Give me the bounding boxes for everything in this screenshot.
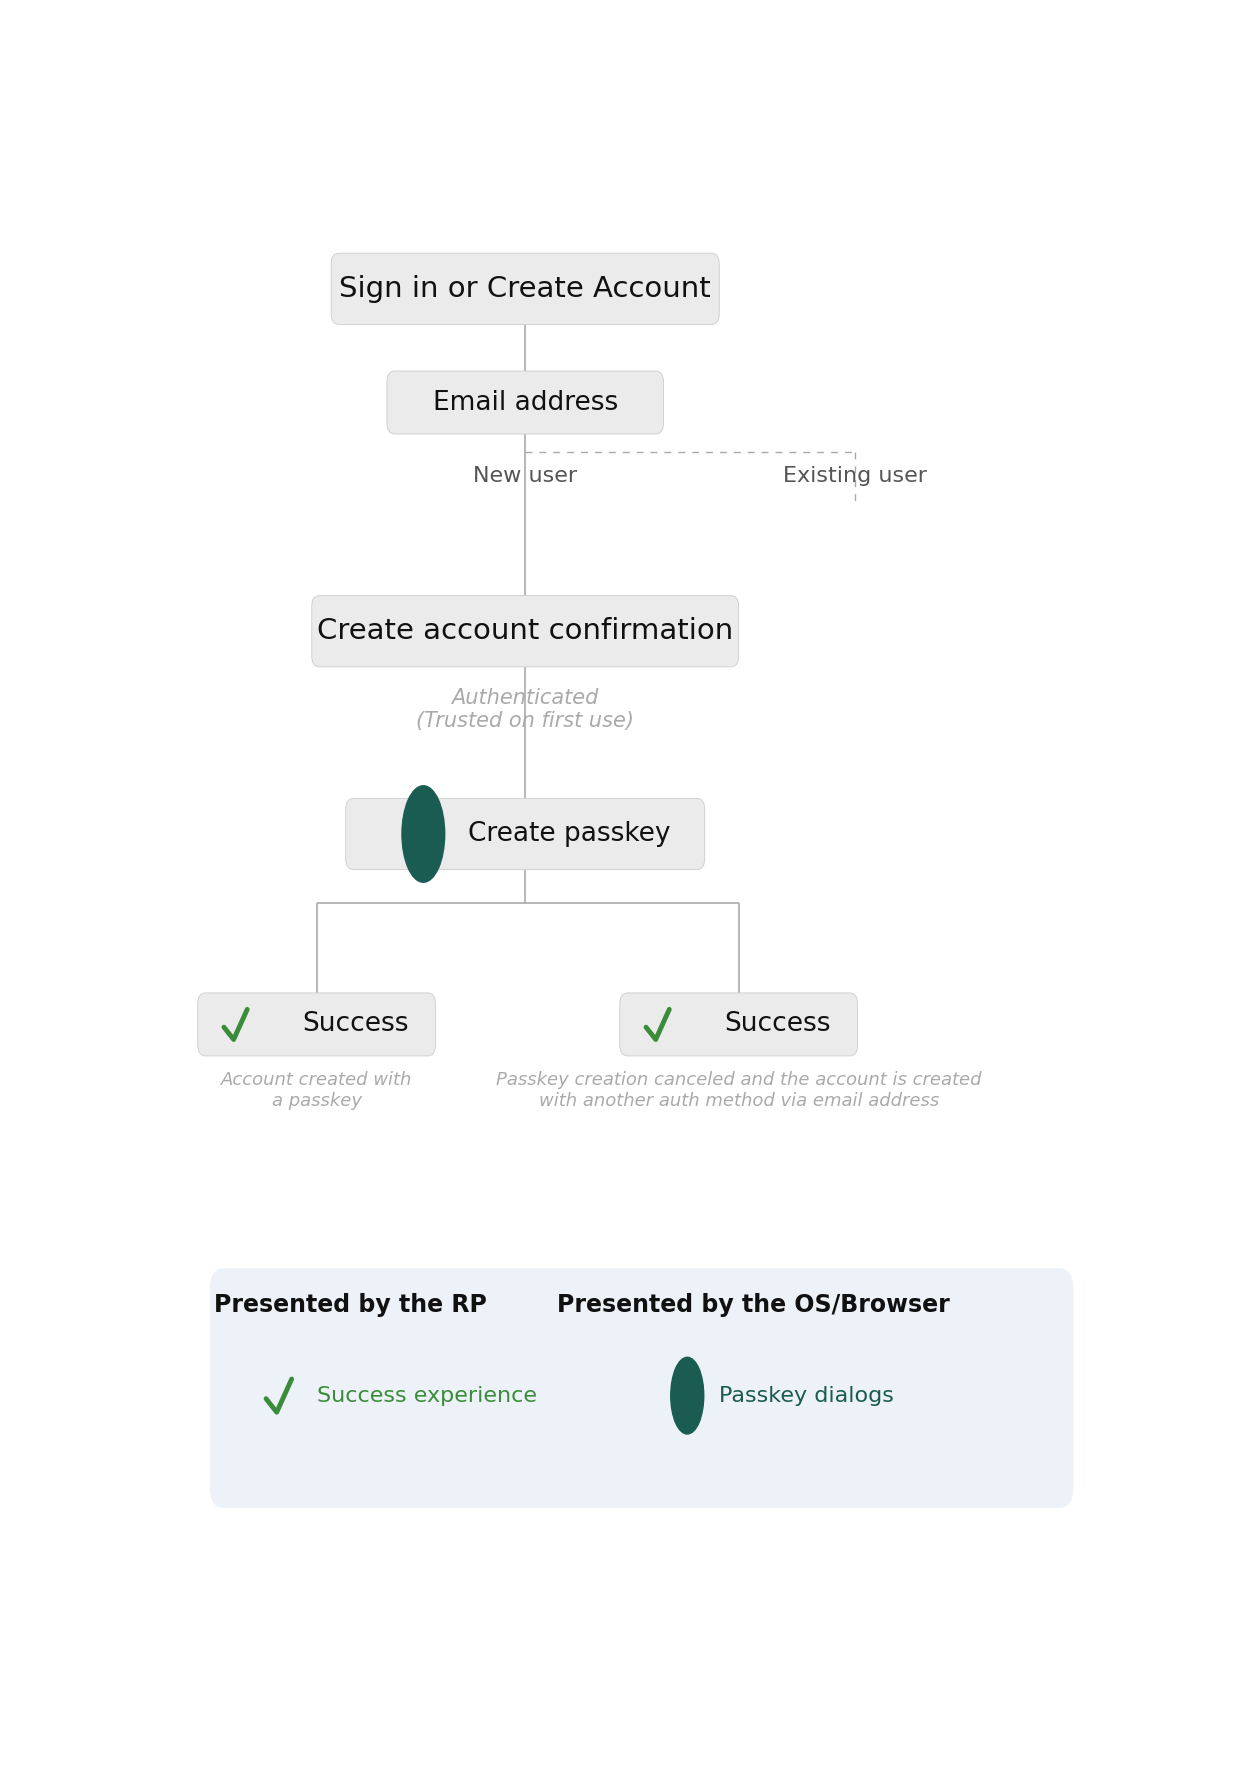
FancyBboxPatch shape xyxy=(620,993,858,1057)
Text: Existing user: Existing user xyxy=(782,466,928,486)
Text: Passkey creation canceled and the account is created
with another auth method vi: Passkey creation canceled and the accoun… xyxy=(496,1071,982,1110)
Text: Presented by the RP: Presented by the RP xyxy=(214,1293,487,1316)
FancyBboxPatch shape xyxy=(331,253,719,324)
FancyBboxPatch shape xyxy=(387,372,664,434)
FancyBboxPatch shape xyxy=(312,596,739,667)
Ellipse shape xyxy=(671,1357,704,1434)
FancyBboxPatch shape xyxy=(198,993,436,1057)
Text: Success: Success xyxy=(302,1012,408,1037)
Text: Success experience: Success experience xyxy=(317,1386,537,1405)
Text: Create passkey: Create passkey xyxy=(468,822,670,847)
Text: Email address: Email address xyxy=(433,390,617,416)
Text: Create account confirmation: Create account confirmation xyxy=(317,617,734,646)
Ellipse shape xyxy=(402,786,444,882)
Text: Success: Success xyxy=(724,1012,831,1037)
Text: Presented by the OS/Browser: Presented by the OS/Browser xyxy=(557,1293,949,1316)
Text: Sign in or Create Account: Sign in or Create Account xyxy=(339,274,711,302)
FancyBboxPatch shape xyxy=(210,1268,1073,1509)
Text: New user: New user xyxy=(473,466,577,486)
Text: Account created with
a passkey: Account created with a passkey xyxy=(220,1071,412,1110)
Text: Passkey dialogs: Passkey dialogs xyxy=(719,1386,894,1405)
Text: Authenticated
(Trusted on first use): Authenticated (Trusted on first use) xyxy=(416,688,635,731)
FancyBboxPatch shape xyxy=(346,799,705,870)
